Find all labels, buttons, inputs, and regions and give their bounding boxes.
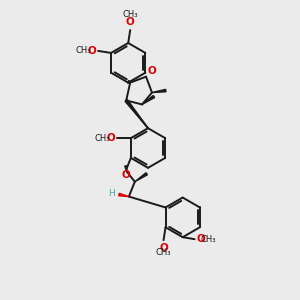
Text: CH₃: CH₃ [94,134,110,142]
Text: O: O [196,234,205,244]
Polygon shape [125,166,127,172]
Text: H: H [108,189,114,198]
Text: O: O [87,46,96,56]
Text: CH₃: CH₃ [156,248,171,256]
Text: O: O [106,133,115,143]
Text: CH₃: CH₃ [122,10,138,19]
Polygon shape [128,80,130,83]
Polygon shape [142,95,154,104]
Text: CH₃: CH₃ [201,235,216,244]
Polygon shape [135,173,147,182]
Text: O: O [126,17,135,27]
Polygon shape [119,194,129,196]
Polygon shape [125,100,148,128]
Text: CH₃: CH₃ [76,46,91,56]
Polygon shape [152,89,166,92]
Text: O: O [122,170,130,180]
Text: O: O [147,66,156,76]
Text: O: O [159,243,168,253]
